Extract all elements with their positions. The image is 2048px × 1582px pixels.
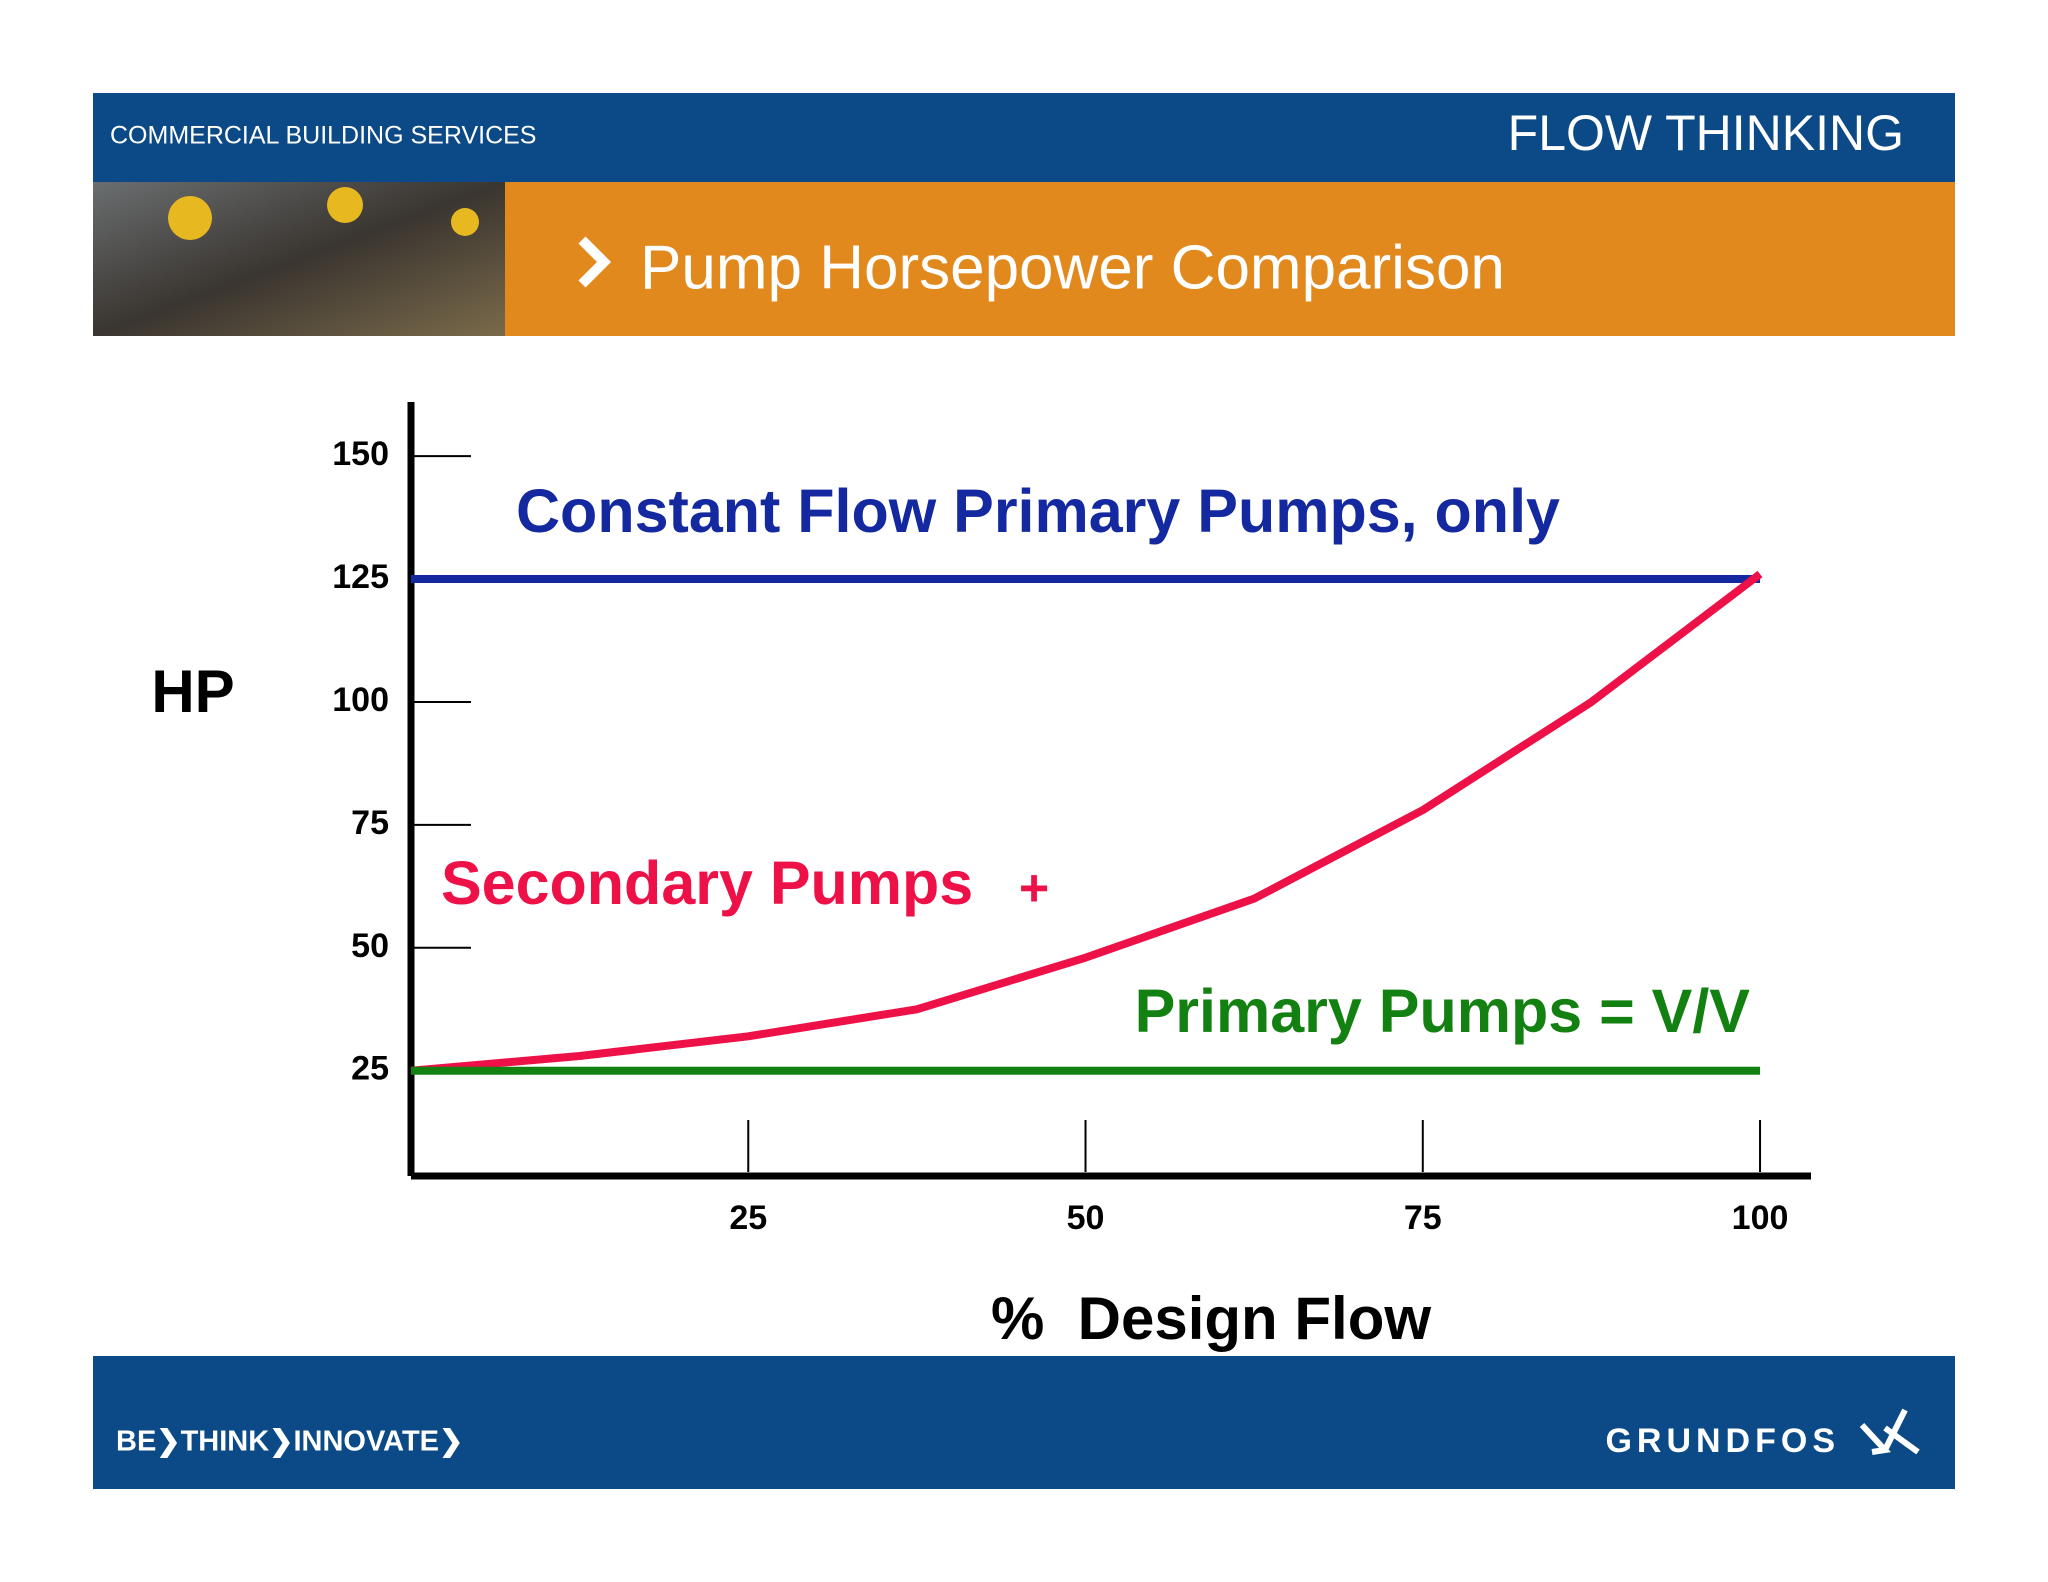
slide-title: Pump Horsepower Comparison — [640, 233, 1505, 302]
y-tick-label: 75 — [351, 804, 389, 842]
photo — [93, 182, 505, 336]
series-line — [410, 570, 1763, 1075]
annotation: + — [1019, 860, 1049, 918]
series-label: Constant Flow Primary Pumps, only — [516, 477, 1560, 545]
y-tick-label: 150 — [332, 435, 389, 473]
helmet — [168, 196, 212, 240]
header-right: FLOW THINKING — [1508, 105, 1904, 161]
slogan: BE❯THINK❯INNOVATE❯ — [116, 1426, 463, 1459]
x-tick-label: 75 — [1404, 1199, 1442, 1237]
y-tick-label: 100 — [332, 681, 389, 719]
x-tick-label: 50 — [1067, 1199, 1105, 1237]
footer-bar — [93, 1356, 1955, 1489]
chevron — [578, 236, 612, 288]
x-tick-label: 25 — [729, 1199, 767, 1237]
helmet — [451, 208, 479, 236]
y-axis-label: HP — [151, 658, 234, 725]
y-tick-label: 25 — [351, 1050, 389, 1088]
x-tick-label: 100 — [1732, 1199, 1789, 1237]
series-label: Secondary Pumps — [441, 849, 973, 917]
logo-mark — [1859, 1408, 1920, 1455]
y-tick-label: 125 — [332, 558, 389, 596]
x-axis-label: % Design Flow — [991, 1285, 1431, 1352]
series-label: Primary Pumps = V/V — [1135, 977, 1751, 1045]
helmet — [327, 187, 363, 223]
header-left: COMMERCIAL BUILDING SERVICES — [110, 122, 536, 150]
header-bar — [93, 93, 1955, 182]
brand: GRUNDFOS — [1605, 1422, 1840, 1460]
y-tick-label: 50 — [351, 927, 389, 965]
